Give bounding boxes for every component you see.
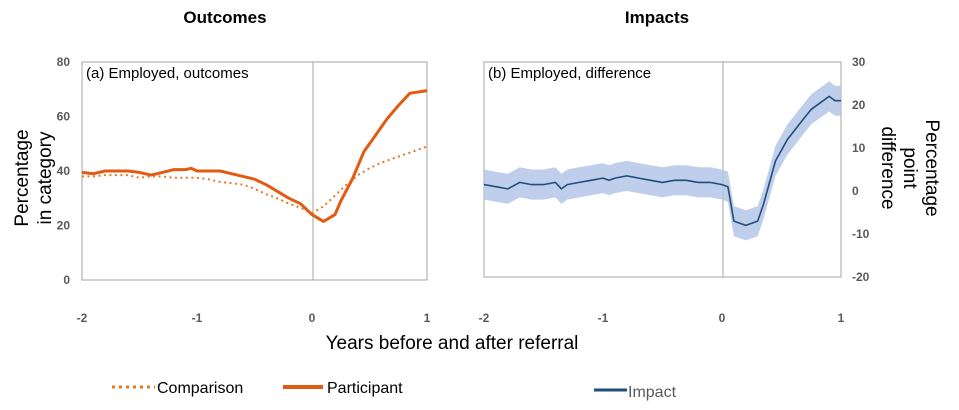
- panel-b-ylabel-line-2: point: [899, 147, 920, 189]
- panel-b-y-tick--10: -10: [852, 227, 870, 241]
- panel-b-y-ticks: -20 -10 0 10 20 30: [852, 55, 870, 284]
- legend-comparison-label: Comparison: [157, 380, 243, 397]
- panel-a-y-tick-80: 80: [57, 55, 71, 69]
- right-panel-title: Impacts: [625, 8, 689, 27]
- panel-b-x-ticks: -2 -1 0 1: [479, 311, 845, 325]
- x-axis-label: Years before and after referral: [326, 333, 579, 354]
- panel-b-x-tick--2: -2: [479, 311, 490, 325]
- panel-b-y-tick-20: 20: [852, 98, 866, 112]
- panel-a-series: [81, 89, 428, 223]
- panel-a-x-tick--1: -1: [192, 311, 203, 325]
- panel-b-x-tick-1: 1: [838, 311, 845, 325]
- legend-impact-label: Impact: [628, 384, 677, 401]
- panel-a-x-tick-0: 0: [309, 311, 316, 325]
- series-line-participant: [81, 89, 428, 223]
- series-line-impact: [483, 95, 841, 227]
- panel-a-ylabel-line-2: in category: [35, 131, 56, 224]
- panel-b-x-tick--1: -1: [598, 311, 609, 325]
- legend: Comparison Participant Impact: [112, 380, 677, 401]
- panel-a-ylabel-line-1: Percentage: [12, 129, 33, 226]
- panel-a: (a) Employed, outcomes 0 20 40 60 80 -2 -1 0 1: [57, 55, 431, 325]
- panel-a-y-tick-20: 20: [57, 219, 71, 233]
- panel-a-y-ticks: 0 20 40 60 80: [57, 55, 71, 287]
- panel-a-x-tick-1: 1: [424, 311, 431, 325]
- panel-a-x-tick--2: -2: [77, 311, 88, 325]
- panel-b-ylabel-line-1: Percentage: [921, 119, 942, 216]
- panel-a-y-tick-60: 60: [57, 110, 71, 124]
- panel-b-ylabel-line-3: difference: [877, 126, 898, 209]
- panel-b-y-tick--20: -20: [852, 270, 870, 284]
- panel-b-x-tick-0: 0: [719, 311, 726, 325]
- panel-b-series: [483, 95, 841, 227]
- panel-a-y-tick-40: 40: [57, 164, 71, 178]
- panel-a-y-tick-0: 0: [63, 273, 70, 287]
- panel-b-y-tick-10: 10: [852, 141, 866, 155]
- panel-a-x-ticks: -2 -1 0 1: [77, 311, 431, 325]
- legend-participant-label: Participant: [327, 380, 403, 397]
- left-panel-title: Outcomes: [183, 8, 266, 27]
- panel-b-y-tick-30: 30: [852, 55, 866, 69]
- panel-b-label: (b) Employed, difference: [488, 65, 651, 82]
- panel-a-label: (a) Employed, outcomes: [86, 65, 249, 82]
- panel-b-y-tick-0: 0: [852, 184, 859, 198]
